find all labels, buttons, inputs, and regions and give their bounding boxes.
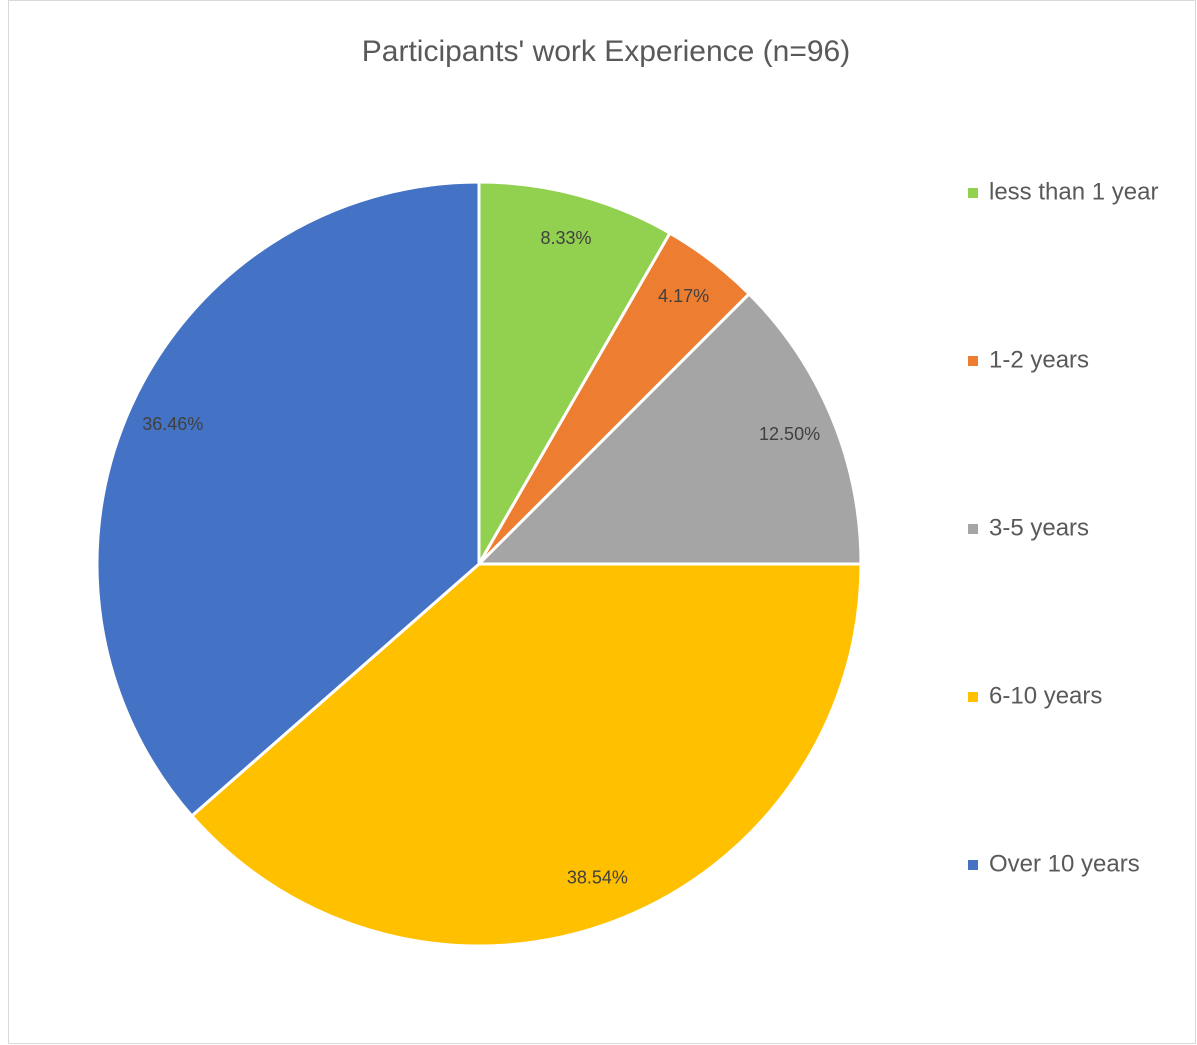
legend-swatch xyxy=(968,860,978,870)
legend-label: less than 1 year xyxy=(989,178,1158,205)
pie-slice xyxy=(189,562,863,948)
data-label: 8.33% xyxy=(540,228,591,248)
legend-swatch xyxy=(968,524,978,534)
legend-swatch xyxy=(968,188,978,198)
legend-label: 1-2 years xyxy=(989,346,1089,373)
legend-swatch xyxy=(968,692,978,702)
data-label: 12.50% xyxy=(759,424,820,444)
data-label: 38.54% xyxy=(567,867,628,887)
data-label: 4.17% xyxy=(658,286,709,306)
legend-label: 3-5 years xyxy=(989,514,1089,541)
data-label: 36.46% xyxy=(142,414,203,434)
legend-label: 6-10 years xyxy=(989,682,1102,709)
pie-slice xyxy=(475,291,863,566)
pie-slice xyxy=(477,180,672,570)
pie-slice xyxy=(95,180,481,819)
legend-swatch xyxy=(968,356,978,366)
chart-title: Participants' work Experience (n=96) xyxy=(362,35,850,68)
legend-label: Over 10 years xyxy=(989,850,1140,877)
